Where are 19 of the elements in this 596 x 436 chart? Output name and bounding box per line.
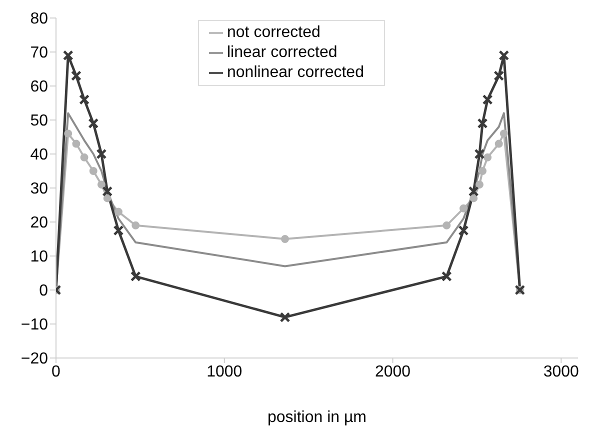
x-tick-label: 3000	[543, 363, 580, 380]
y-tick-label: 30	[30, 180, 48, 198]
y-tick-label: 40	[30, 146, 48, 164]
y-tick-label: 70	[30, 44, 48, 62]
x-axis-title: position in µm	[267, 409, 367, 426]
legend-label: linear corrected	[227, 44, 338, 61]
y-tick-label: 10	[30, 248, 48, 266]
y-tick-label: −20	[20, 350, 48, 368]
y-tick-label: 0	[39, 282, 48, 300]
y-tick-label: 20	[30, 214, 48, 232]
legend-label: nonlinear corrected	[227, 64, 364, 81]
y-tick-label: 60	[30, 78, 48, 96]
legend-label: not corrected	[227, 24, 320, 41]
x-tick-label: 0	[52, 363, 61, 380]
y-tick-label: 50	[30, 112, 48, 130]
y-tick-label: 80	[30, 10, 48, 28]
x-tick-label: 1000	[206, 363, 242, 380]
x-tick-label: 2000	[374, 363, 411, 380]
y-tick-label: −10	[20, 316, 48, 334]
